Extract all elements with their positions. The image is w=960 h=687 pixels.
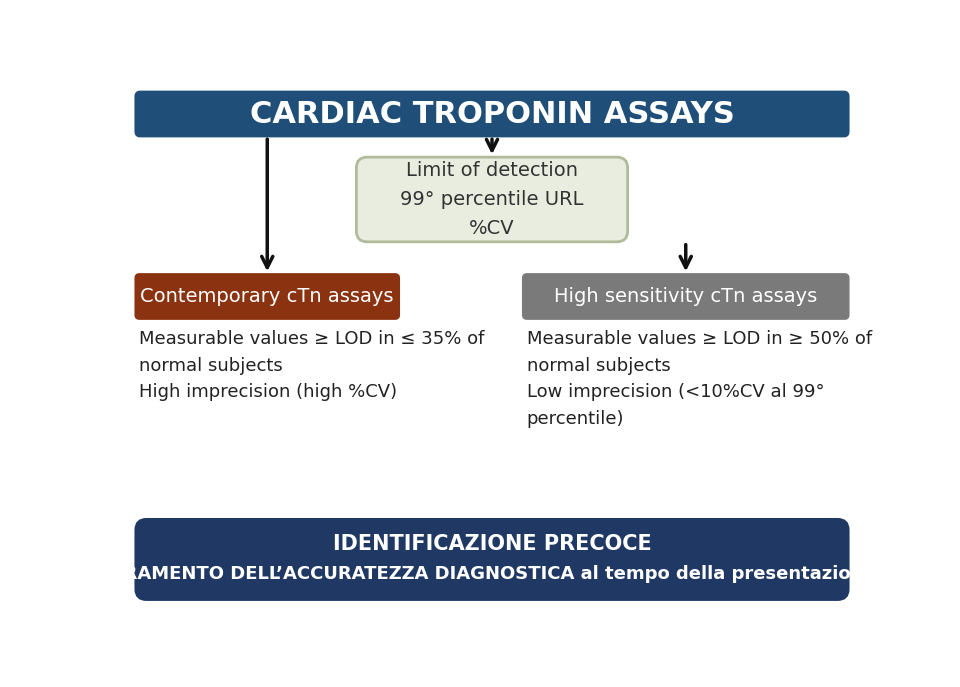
Text: Measurable values ≥ LOD in ≤ 35% of
normal subjects
High imprecision (high %CV): Measurable values ≥ LOD in ≤ 35% of norm… bbox=[139, 330, 485, 401]
Text: Limit of detection
99° percentile URL
%CV: Limit of detection 99° percentile URL %C… bbox=[400, 161, 584, 238]
FancyBboxPatch shape bbox=[135, 519, 849, 600]
FancyBboxPatch shape bbox=[523, 274, 849, 319]
FancyBboxPatch shape bbox=[135, 91, 849, 136]
Text: MIGLIORAMENTO DELL’ACCURATEZZA DIAGNOSTICA al tempo della presentazione in PS: MIGLIORAMENTO DELL’ACCURATEZZA DIAGNOSTI… bbox=[51, 565, 933, 583]
Text: High sensitivity cTn assays: High sensitivity cTn assays bbox=[554, 287, 817, 306]
FancyBboxPatch shape bbox=[135, 274, 399, 319]
FancyBboxPatch shape bbox=[356, 157, 628, 242]
Text: CARDIAC TROPONIN ASSAYS: CARDIAC TROPONIN ASSAYS bbox=[250, 100, 734, 128]
Text: Contemporary cTn assays: Contemporary cTn assays bbox=[140, 287, 394, 306]
Text: IDENTIFICAZIONE PRECOCE: IDENTIFICAZIONE PRECOCE bbox=[332, 534, 652, 554]
Text: Measurable values ≥ LOD in ≥ 50% of
normal subjects
Low imprecision (<10%CV al 9: Measurable values ≥ LOD in ≥ 50% of norm… bbox=[527, 330, 872, 427]
